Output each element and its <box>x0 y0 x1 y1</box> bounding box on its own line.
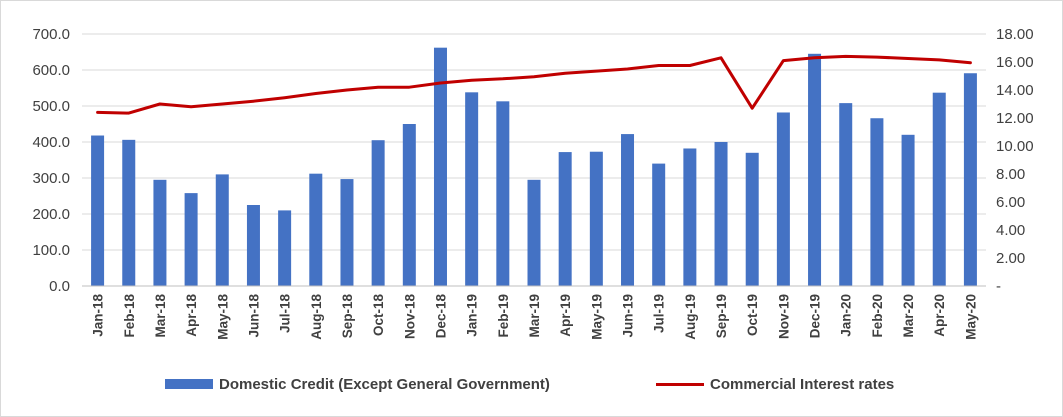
bar <box>91 135 105 286</box>
bar <box>652 163 666 286</box>
bar <box>870 118 884 287</box>
legend-swatch-line <box>656 382 704 386</box>
x-tick-label: Jan-20 <box>839 294 854 337</box>
x-tick-label: Apr-20 <box>932 294 947 337</box>
bar <box>184 193 198 286</box>
bar <box>122 139 136 286</box>
x-tick-label: Mar-20 <box>901 294 916 338</box>
bar <box>309 173 323 286</box>
bar <box>402 124 416 286</box>
x-tick-label: Jan-18 <box>91 294 106 337</box>
legend-label-domestic-credit: Domestic Credit (Except General Governme… <box>219 375 550 393</box>
x-tick-label: Apr-19 <box>558 294 573 337</box>
x-tick-label: Mar-18 <box>153 294 168 338</box>
x-tick-label: Jul-18 <box>278 294 293 334</box>
x-tick-label: Dec-18 <box>434 294 449 339</box>
x-tick-label: May-20 <box>963 294 978 340</box>
bar <box>839 103 853 287</box>
x-tick-label: Aug-19 <box>683 294 698 340</box>
bar-series-domestic-credit <box>91 47 977 287</box>
left-tick-label: 300.0 <box>32 170 70 187</box>
x-tick-label: Sep-18 <box>340 294 355 339</box>
right-tick-label: 8.00 <box>996 166 1025 183</box>
right-tick-label: 6.00 <box>996 194 1025 211</box>
x-tick-label: Oct-19 <box>745 294 760 336</box>
bar <box>621 134 635 286</box>
bar <box>683 148 697 286</box>
x-tick-label: Jan-19 <box>465 294 480 337</box>
x-tick-label: Apr-18 <box>184 294 199 337</box>
x-tick-label: Feb-18 <box>122 294 137 338</box>
right-tick-label: 18.00 <box>996 26 1034 43</box>
x-tick-label: Feb-20 <box>870 294 885 338</box>
left-y-axis: 0.0 100.0 200.0 300.0 400.0 500.0 600.0 700.0 <box>32 26 70 295</box>
x-tick-label: Oct-18 <box>371 294 386 337</box>
right-tick-label: 12.00 <box>996 110 1034 127</box>
left-tick-label: 500.0 <box>32 98 70 115</box>
bar <box>371 140 385 286</box>
right-tick-label: 2.00 <box>996 250 1025 267</box>
right-tick-label: - <box>996 278 1001 295</box>
bar <box>589 151 603 286</box>
x-tick-label: Jul-19 <box>652 294 667 333</box>
bar <box>215 174 229 286</box>
bar <box>932 92 946 287</box>
x-tick-label: Nov-19 <box>776 294 791 339</box>
left-tick-label: 400.0 <box>32 134 70 151</box>
bar <box>465 92 479 286</box>
x-tick-label: Dec-19 <box>808 294 823 338</box>
bar <box>496 101 510 286</box>
left-tick-label: 200.0 <box>32 206 70 223</box>
bar <box>963 73 977 287</box>
x-tick-label: Mar-19 <box>527 294 542 338</box>
right-tick-label: 4.00 <box>996 222 1025 239</box>
bar <box>153 179 167 286</box>
x-tick-label: May-19 <box>589 294 604 340</box>
x-tick-label: Aug-18 <box>309 294 324 340</box>
left-tick-label: 0.0 <box>49 278 70 295</box>
bar <box>714 142 728 286</box>
bar <box>433 47 447 287</box>
x-tick-label: Feb-19 <box>496 294 511 338</box>
left-tick-label: 600.0 <box>32 62 70 79</box>
x-tick-label: Sep-19 <box>714 294 729 338</box>
bar <box>745 152 759 286</box>
bar <box>246 205 260 286</box>
legend-item-domestic-credit: Domestic Credit (Except General Governme… <box>165 372 550 396</box>
bar <box>340 179 354 286</box>
x-tick-label: Jun-18 <box>246 294 261 338</box>
x-tick-label: May-18 <box>215 294 230 340</box>
left-tick-label: 700.0 <box>32 26 70 43</box>
interest-rate-line <box>96 54 972 115</box>
x-tick-label: Nov-18 <box>402 294 417 340</box>
right-tick-label: 16.00 <box>996 54 1034 71</box>
right-y-axis: - 2.00 4.00 6.00 8.00 10.00 12.00 14.00 16.00 18.… <box>996 26 1034 295</box>
right-tick-label: 14.00 <box>996 82 1034 99</box>
bar <box>901 134 915 286</box>
x-tick-label: Jun-19 <box>621 294 636 338</box>
bar <box>776 112 790 286</box>
legend-swatch-bar <box>165 379 213 389</box>
legend: Domestic Credit (Except General Governme… <box>0 372 1063 396</box>
bar <box>558 152 572 286</box>
x-axis: Jan-18 Feb-18 Mar-18 Apr-18 May-18 Jun-18 Jul-… <box>82 285 986 340</box>
left-tick-label: 100.0 <box>32 242 70 259</box>
legend-label-interest-rates: Commercial Interest rates <box>710 375 895 393</box>
right-tick-label: 10.00 <box>996 138 1034 155</box>
bar <box>278 210 292 286</box>
legend-item-interest-rates: Commercial Interest rates <box>656 372 894 396</box>
bar <box>527 179 541 286</box>
line-series-commercial-interest-rates <box>96 54 972 115</box>
bar <box>808 53 822 286</box>
